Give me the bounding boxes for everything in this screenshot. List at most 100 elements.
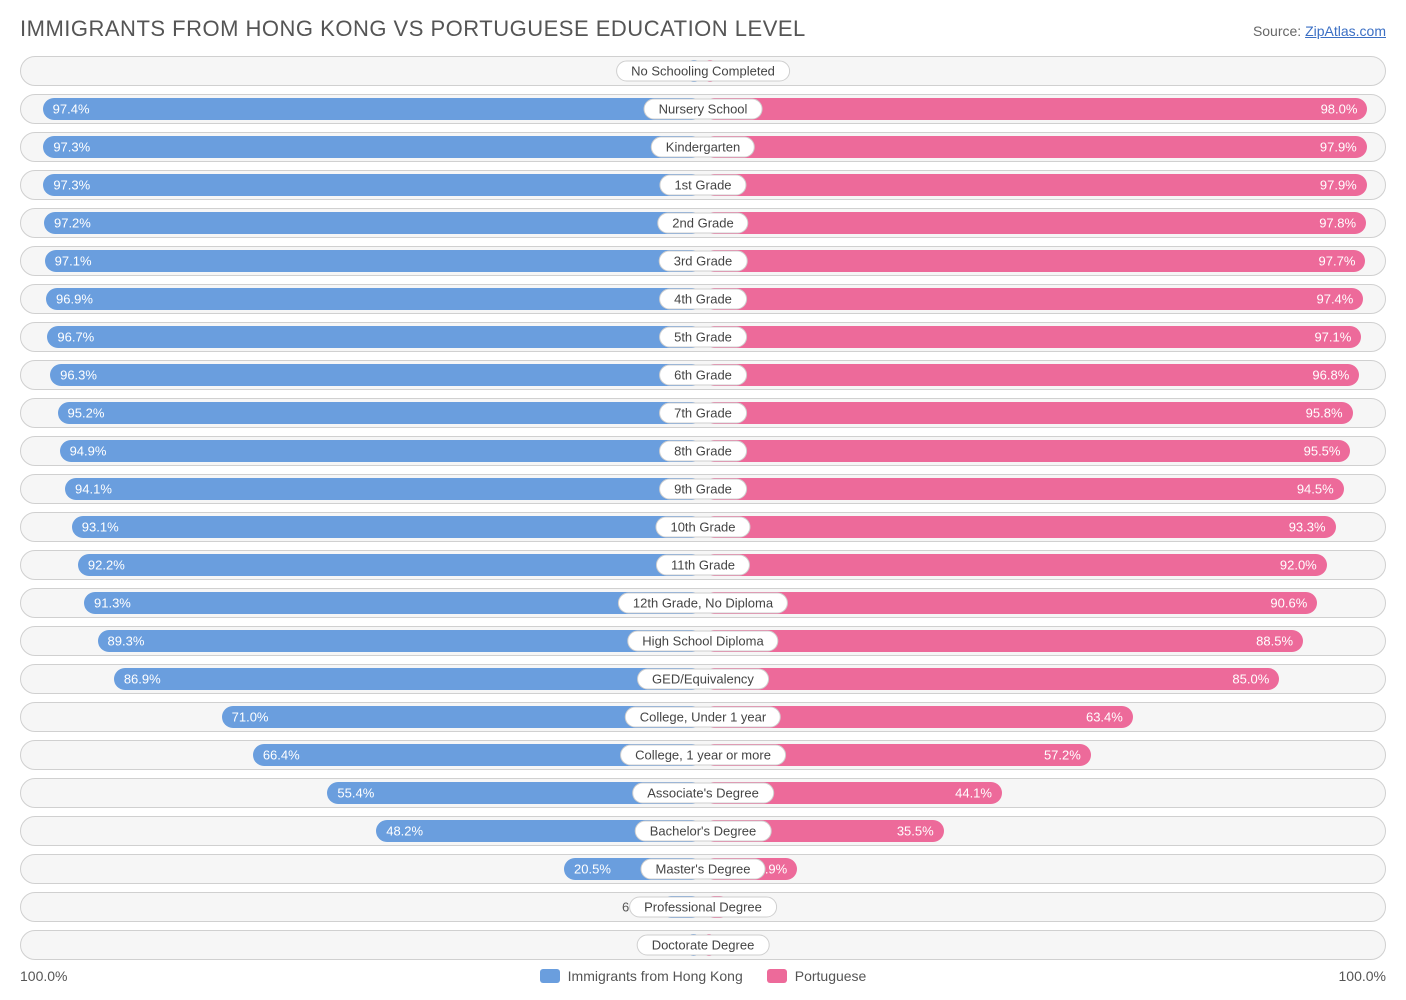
category-label: Master's Degree [641,859,766,880]
category-label: Doctorate Degree [637,935,770,956]
category-label: 5th Grade [659,327,747,348]
chart-row: 93.1% 93.3% 10th Grade [20,512,1386,542]
chart-row: 86.9% 85.0% GED/Equivalency [20,664,1386,694]
chart-source: Source: ZipAtlas.com [1253,23,1386,39]
bar-left: 94.1% [65,478,703,500]
bar-value-right: 88.5% [1256,634,1293,649]
bar-left: 96.7% [47,326,703,348]
bar-value-right: 95.5% [1304,444,1341,459]
bar-value-right: 97.1% [1314,330,1351,345]
chart-row: 94.1%94.5%9th Grade [20,474,1386,504]
chart-row: 96.3% 96.8% 6th Grade [20,360,1386,390]
chart-row: 97.3%97.9%Kindergarten [20,132,1386,162]
bar-right: 85.0% [703,668,1279,690]
bar-value-left: 20.5% [574,862,611,877]
bar-left: 93.1% [72,516,703,538]
bar-right: 90.6% [703,592,1317,614]
bar-value-right: 95.8% [1306,406,1343,421]
bar-value-left: 93.1% [82,520,119,535]
category-label: College, Under 1 year [625,707,781,728]
bar-left: 96.9% [46,288,703,310]
bar-value-left: 94.1% [75,482,112,497]
bar-value-left: 86.9% [124,672,161,687]
bar-value-right: 96.8% [1312,368,1349,383]
chart-title: IMMIGRANTS FROM HONG KONG VS PORTUGUESE … [20,16,806,42]
bar-left: 97.1% [45,250,703,272]
legend-label-right: Portuguese [795,968,867,984]
chart-row: 96.7% 97.1% 5th Grade [20,322,1386,352]
bar-right: 98.0% [703,98,1367,120]
chart-row: 96.9%97.4%4th Grade [20,284,1386,314]
category-label: 10th Grade [655,517,750,538]
bar-left: 97.3% [43,174,703,196]
axis-max-right: 100.0% [1339,968,1386,984]
source-link[interactable]: ZipAtlas.com [1305,23,1386,39]
bar-value-right: 63.4% [1086,710,1123,725]
bar-value-left: 91.3% [94,596,131,611]
axis-max-left: 100.0% [20,968,67,984]
bar-left: 97.3% [43,136,703,158]
bar-value-left: 71.0% [232,710,269,725]
bar-value-right: 44.1% [955,786,992,801]
chart-row: 6.4%4.1%Professional Degree [20,892,1386,922]
bar-left: 92.2% [78,554,703,576]
category-label: Bachelor's Degree [635,821,772,842]
bar-value-right: 85.0% [1232,672,1269,687]
bar-value-left: 97.3% [53,140,90,155]
category-label: 2nd Grade [657,213,748,234]
bar-value-right: 35.5% [897,824,934,839]
chart-row: 20.5%13.9%Master's Degree [20,854,1386,884]
category-label: GED/Equivalency [637,669,769,690]
chart-row: 71.0% 63.4% College, Under 1 year [20,702,1386,732]
chart-header: IMMIGRANTS FROM HONG KONG VS PORTUGUESE … [20,16,1386,42]
category-label: 12th Grade, No Diploma [618,593,788,614]
chart-row: 66.4%57.2%College, 1 year or more [20,740,1386,770]
bar-right: 92.0% [703,554,1327,576]
legend-swatch-right [767,969,787,983]
bar-right: 95.5% [703,440,1350,462]
bar-right: 94.5% [703,478,1344,500]
bar-value-right: 97.7% [1319,254,1356,269]
bar-right: 97.1% [703,326,1361,348]
bar-left: 86.9% [114,668,703,690]
bar-value-left: 89.3% [108,634,145,649]
bar-value-right: 98.0% [1321,102,1358,117]
bar-value-left: 97.1% [55,254,92,269]
category-label: 7th Grade [659,403,747,424]
chart-row: 97.3%97.9%1st Grade [20,170,1386,200]
bar-value-right: 93.3% [1289,520,1326,535]
category-label: 6th Grade [659,365,747,386]
chart-row: 97.1% 97.7% 3rd Grade [20,246,1386,276]
category-label: 3rd Grade [659,251,748,272]
bar-left: 97.4% [43,98,703,120]
source-label: Source: [1253,23,1305,39]
bar-value-right: 97.8% [1319,216,1356,231]
category-label: Associate's Degree [632,783,774,804]
chart-row: 95.2%95.8%7th Grade [20,398,1386,428]
bar-right: 93.3% [703,516,1336,538]
bar-value-right: 94.5% [1297,482,1334,497]
chart-row: 89.3%88.5%High School Diploma [20,626,1386,656]
legend-swatch-left [540,969,560,983]
legend-label-left: Immigrants from Hong Kong [568,968,743,984]
bar-value-left: 92.2% [88,558,125,573]
bar-right: 96.8% [703,364,1359,386]
bar-value-left: 94.9% [70,444,107,459]
bar-value-right: 92.0% [1280,558,1317,573]
chart-row: 2.8%1.8%Doctorate Degree [20,930,1386,960]
bar-right: 97.7% [703,250,1365,272]
category-label: Professional Degree [629,897,777,918]
category-label: No Schooling Completed [616,61,790,82]
diverging-bar-chart: 2.7%2.1%No Schooling Completed 97.4% 98.0%… [20,56,1386,960]
bar-right: 97.9% [703,136,1367,158]
bar-right: 97.8% [703,212,1366,234]
bar-value-right: 97.9% [1320,178,1357,193]
chart-row: 97.4%98.0%Nursery School [20,94,1386,124]
chart-row: 48.2%35.5%Bachelor's Degree [20,816,1386,846]
chart-row: 2.7%2.1%No Schooling Completed [20,56,1386,86]
bar-value-left: 97.2% [54,216,91,231]
bar-right: 88.5% [703,630,1303,652]
bar-value-left: 96.3% [60,368,97,383]
bar-left: 96.3% [50,364,703,386]
bar-value-left: 97.4% [53,102,90,117]
